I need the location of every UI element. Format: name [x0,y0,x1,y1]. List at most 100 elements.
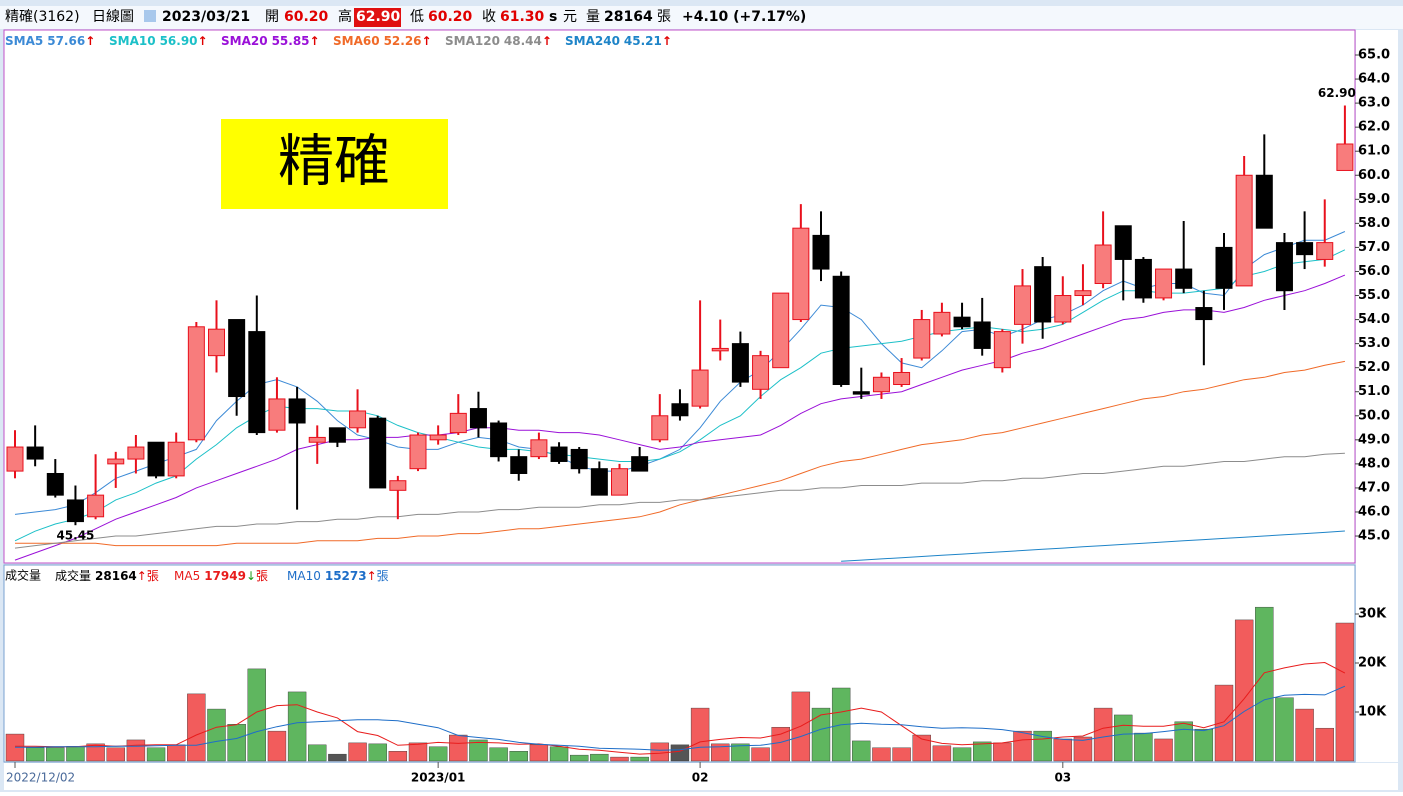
y-tick-label: 49.0 [1358,432,1390,447]
volume-bar [529,744,549,762]
y-tick-label: 50.0 [1358,408,1390,423]
field-label: 收 [482,9,496,25]
legend-value: 57.66 [47,34,85,48]
candle-body [1336,143,1354,171]
legend-entry: 成交量 28164↑張 [55,568,159,583]
volume-bar [1154,738,1173,762]
legend-entry: SMA5 57.66↑ [5,34,95,48]
legend-entry: SMA120 48.44↑ [445,34,552,48]
field-value: 60.20 [284,9,329,25]
y-tick-label: 30K [1358,607,1387,622]
candle-body [127,446,145,460]
volume-bar [166,744,186,762]
legend-name: MA10 [287,569,321,583]
candle-body [852,391,870,395]
candle-body [1034,266,1052,323]
volume-bar [46,747,65,762]
volume-bar [549,746,569,762]
candle-body [449,412,467,434]
candle-body [973,321,991,349]
volume-bar [1134,732,1153,762]
candle-body [731,343,749,383]
y-tick-label: 60.0 [1358,168,1390,183]
legend-unit: 張 [377,569,389,583]
y-tick-label: 45.0 [1358,529,1390,544]
candle-body [671,403,689,417]
legend-entry: SMA20 55.85↑ [221,34,320,48]
legend-entry: SMA60 52.26↑ [333,34,432,48]
legend-entry: MA10 15273↑張 [287,569,389,583]
volume-label: 量 [586,9,600,25]
candle-body [26,446,44,460]
volume-bar [388,751,408,762]
candle-body [429,434,447,441]
legend-unit: 張 [147,569,159,583]
volume-title: 成交量 [5,568,41,583]
volume-bar [66,746,85,762]
candle-body [1134,258,1152,299]
legend-name: 成交量 [55,568,91,583]
candle-body [6,446,24,472]
volume-bar [25,747,45,762]
y-tick-label: 53.0 [1358,336,1390,351]
volume-bar [146,747,166,762]
candle-body [469,408,487,429]
dropdown-icon[interactable] [144,10,156,22]
volume-bar [126,739,146,762]
candle-body [651,415,669,441]
candle-body [893,371,911,386]
candle-body [46,472,64,496]
candle-body [1235,174,1253,287]
field-label: 開 [265,9,279,25]
volume-bar [1174,721,1193,762]
legend-arrow: ↑ [198,34,208,48]
candle-body [248,331,266,434]
volume-bar [287,691,307,762]
candle-body [107,458,125,465]
legend-arrow: ↑ [542,34,552,48]
legend-arrow: ↑ [662,34,672,48]
volume-bar [973,741,992,762]
legend-arrow: ↓ [246,569,256,583]
candle-body [1215,246,1233,289]
volume-bar [690,707,710,762]
y-tick-label: 59.0 [1358,192,1390,207]
candle-body [369,417,387,489]
volume-bar [267,730,287,762]
legend-arrow: ↑ [367,569,377,583]
volume-bar [449,734,468,762]
legend-name: SMA240 [565,34,620,48]
legend-name: SMA20 [221,34,268,48]
legend-entry: MA5 17949↓張 [174,569,268,583]
candle-body [308,436,326,443]
candle-body [147,441,165,477]
volume-bar [1234,619,1254,762]
date: 2023/03/21 [162,9,250,25]
y-tick-label: 55.0 [1358,288,1390,303]
annotation: 45.45 [56,529,94,543]
legend-entry: SMA240 45.21↑ [565,34,672,48]
volume-bar [489,747,508,762]
candle-body [1054,295,1072,323]
candle-body [228,319,246,398]
candle-body [1175,268,1193,289]
candle-body [611,468,628,496]
x-tick-label: 02 [692,771,709,785]
candle-body [631,456,649,472]
x-tick-label: 03 [1054,771,1071,785]
header-bar [0,6,1403,29]
legend-name: SMA5 [5,34,43,48]
volume-plot [5,606,1355,762]
volume-bar [207,708,226,762]
y-tick-label: 20K [1358,656,1387,671]
volume-bar [1093,707,1113,762]
volume-bar [1214,684,1234,762]
volume-bar [106,747,125,762]
candle-body [66,499,84,523]
volume-bar [932,745,952,762]
candle-body [167,441,185,477]
volume-bar [811,707,831,762]
candle-body [1296,242,1314,256]
volume-bar [348,742,367,762]
